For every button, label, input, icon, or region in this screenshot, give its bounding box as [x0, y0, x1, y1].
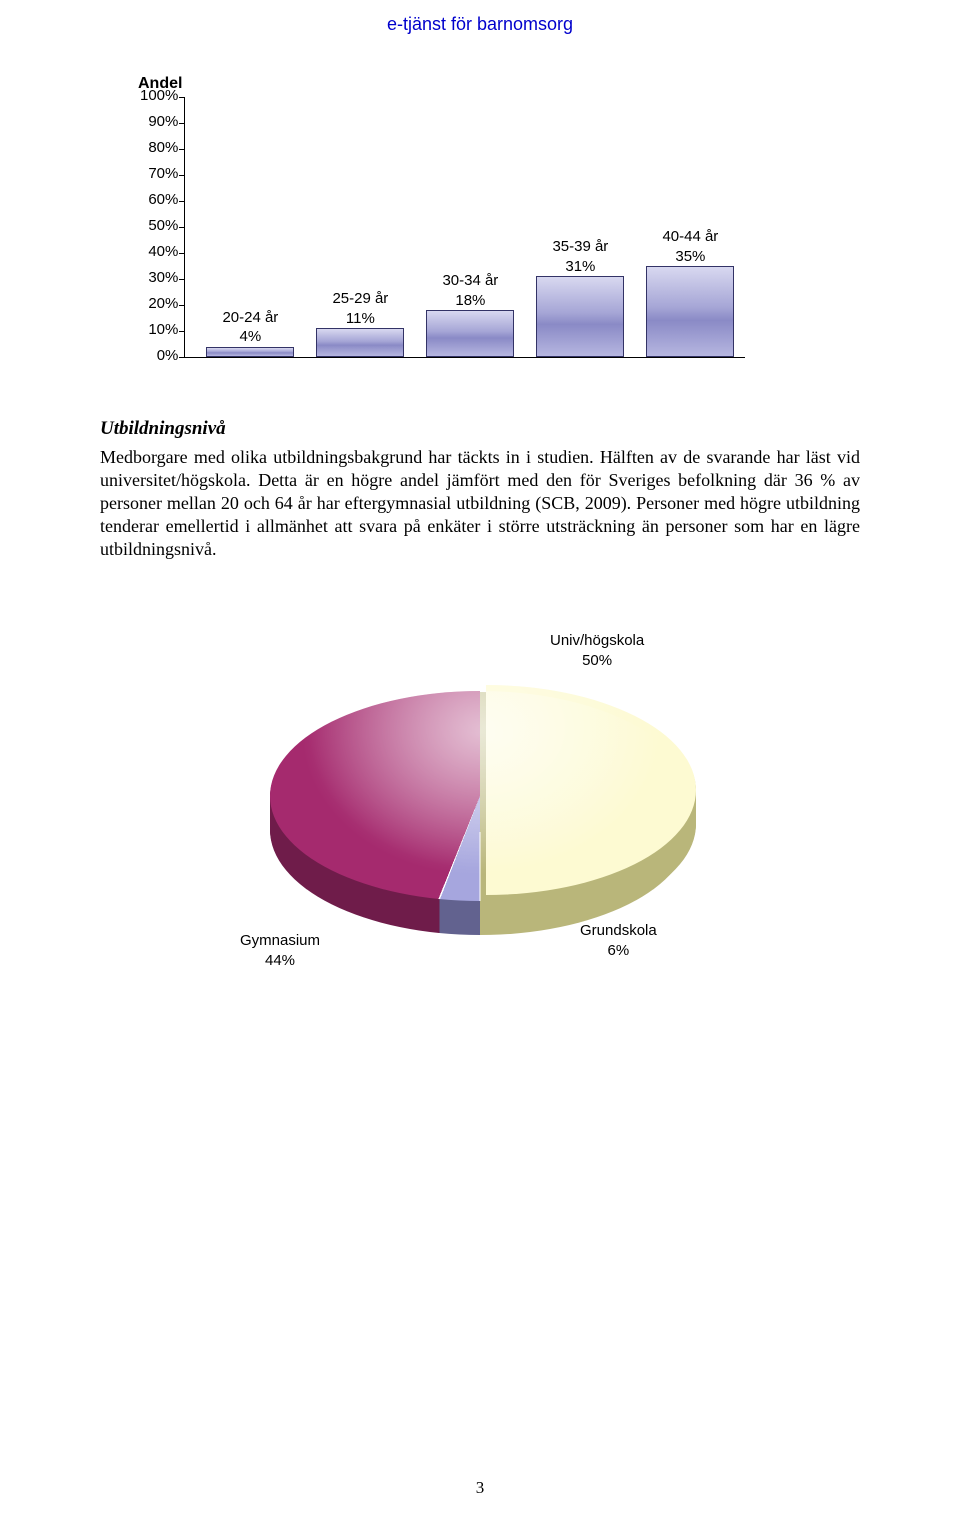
section-heading-utbildningsniva: Utbildningsnivå: [100, 418, 860, 440]
pie-label-gymnasium: Gymnasium 44%: [240, 931, 320, 970]
bar-rect: [536, 276, 624, 357]
pie-slice-name: Gymnasium: [240, 931, 320, 951]
pie-slice-value: 44%: [240, 951, 320, 971]
bar-label: 20-24 år4%: [222, 308, 278, 347]
bar-rect: [206, 347, 294, 357]
bar-slot: 35-39 år31%: [535, 276, 625, 357]
page-number: 3: [0, 1478, 960, 1498]
bar-rect: [646, 266, 734, 357]
bar-slot: 30-34 år18%: [425, 310, 515, 357]
bar-label: 35-39 år31%: [552, 237, 608, 276]
bar-rect: [316, 328, 404, 357]
bar-slot: 25-29 år11%: [315, 328, 405, 357]
bar-label: 30-34 år18%: [442, 271, 498, 310]
pie-label-univ: Univ/högskola 50%: [550, 631, 644, 670]
bar-chart-axis-title: Andel: [138, 75, 780, 93]
bar-rect: [426, 310, 514, 357]
bar-slot: 20-24 år4%: [205, 347, 295, 357]
bar-slot: 40-44 år35%: [645, 266, 735, 357]
pie-slice-name: Grundskola: [580, 921, 657, 941]
pie-slice-name: Univ/högskola: [550, 631, 644, 651]
page-header-title: e-tjänst för barnomsorg: [100, 0, 860, 35]
pie-slice-value: 50%: [550, 651, 644, 671]
bar-chart-plot-area: 20-24 år4% 25-29 år11% 30-34 år18% 35-39 år…: [184, 97, 745, 358]
education-level-pie-chart: Univ/högskola 50% Grundskola 6% Gymnasiu…: [180, 621, 780, 1001]
bar-chart-y-axis: 100% 90% 80% 70% 60% 50% 40% 30% 20% 10%…: [140, 97, 178, 357]
bar-label: 25-29 år11%: [332, 289, 388, 328]
section-paragraph: Medborgare med olika utbildningsbakgrund…: [100, 446, 860, 561]
age-distribution-bar-chart: Andel 100% 90% 80% 70% 60% 50% 40% 30% 2…: [140, 75, 780, 358]
bar-label: 40-44 år35%: [662, 227, 718, 266]
pie-label-grundskola: Grundskola 6%: [580, 921, 657, 960]
pie-slice-value: 6%: [580, 941, 657, 961]
